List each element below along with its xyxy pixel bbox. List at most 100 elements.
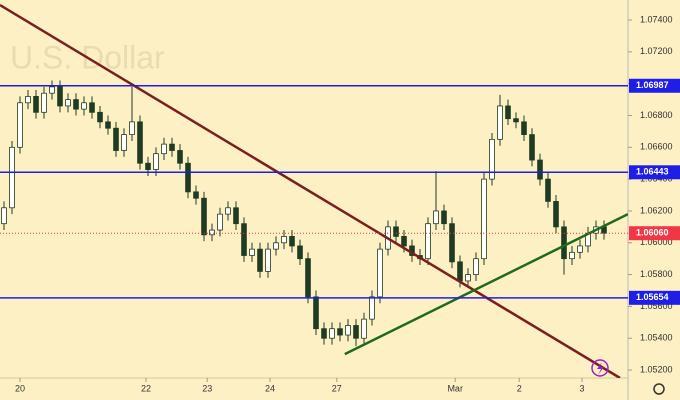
candle-body xyxy=(361,318,367,339)
candle-body xyxy=(337,328,343,336)
candle-body xyxy=(521,121,527,135)
y-tick-label: 1.05800 xyxy=(640,269,673,279)
x-tick-label: 24 xyxy=(265,383,275,393)
level-tag xyxy=(629,290,680,305)
y-tick-label: 1.05400 xyxy=(640,333,673,343)
candle-body xyxy=(529,134,535,161)
candle-body xyxy=(353,325,359,339)
y-tick-label: 1.06800 xyxy=(640,110,673,120)
candle-body xyxy=(313,296,319,330)
y-tick-label: 1.06600 xyxy=(640,142,673,152)
candle-body xyxy=(73,99,79,110)
candle-body xyxy=(9,146,15,209)
candle-body xyxy=(209,229,215,236)
candle-body xyxy=(185,162,191,193)
candle-body xyxy=(577,245,583,253)
x-tick-label: 23 xyxy=(202,383,212,393)
candle-body xyxy=(65,99,71,107)
candle-body xyxy=(545,178,551,202)
candle-body xyxy=(289,236,295,247)
candle-body xyxy=(297,245,303,260)
x-tick-label: Mar xyxy=(447,383,463,393)
x-tick-label: 20 xyxy=(15,383,25,393)
x-tick-label: 22 xyxy=(141,383,151,393)
last-price-tag xyxy=(629,226,680,241)
candle-body xyxy=(25,96,31,104)
y-tick-label: 1.07200 xyxy=(640,46,673,56)
settings-icon[interactable] xyxy=(653,383,665,395)
candle-body xyxy=(153,153,159,170)
candle-body xyxy=(225,207,231,215)
y-tick-label: 1.06000 xyxy=(640,237,673,247)
candle-body xyxy=(241,223,247,256)
candle-body xyxy=(377,248,383,298)
candle-body xyxy=(457,261,463,282)
candle-body xyxy=(17,102,23,148)
candle-body xyxy=(233,207,239,225)
candle-body xyxy=(49,86,55,94)
candle-body xyxy=(105,121,111,129)
candle-body xyxy=(121,134,127,151)
candle-body xyxy=(257,248,263,272)
level-label: 1.06987 xyxy=(636,80,669,90)
y-tick-label: 1.06200 xyxy=(640,205,673,215)
candle-body xyxy=(465,274,471,282)
alert-icon[interactable] xyxy=(591,359,609,377)
candle-body xyxy=(97,111,103,123)
alert-bolt xyxy=(597,362,604,375)
candle-body xyxy=(345,325,351,336)
x-tick-label: 27 xyxy=(332,383,342,393)
candle-body xyxy=(81,102,87,110)
candle-body xyxy=(569,251,575,260)
candle-body xyxy=(433,210,439,225)
candle-body xyxy=(425,223,431,260)
candle-body xyxy=(449,223,455,263)
candle-body xyxy=(33,96,39,113)
level-label: 1.06443 xyxy=(636,167,669,177)
candle-body xyxy=(561,226,567,260)
candle-body xyxy=(553,201,559,228)
candle-body xyxy=(201,197,207,236)
x-tick-label: 2 xyxy=(517,383,522,393)
candle-body xyxy=(217,213,223,231)
candle-body xyxy=(281,236,287,244)
candle-body xyxy=(393,226,399,237)
candle-body xyxy=(57,86,63,107)
candle-body xyxy=(329,328,335,339)
candle-body xyxy=(177,150,183,164)
candle-body xyxy=(481,178,487,260)
candle-body xyxy=(1,207,7,225)
y-tick-label: 1.05600 xyxy=(640,301,673,311)
candle-body xyxy=(169,143,175,151)
candle-body xyxy=(137,121,143,164)
candle-body xyxy=(161,143,167,155)
candle-body xyxy=(113,127,119,151)
candle-body xyxy=(145,162,151,170)
candle-body xyxy=(249,248,255,256)
candle-body xyxy=(273,242,279,250)
candle-body xyxy=(41,92,47,113)
y-tick-label: 1.07400 xyxy=(640,14,673,24)
x-tick-label: 3 xyxy=(579,383,584,393)
candle-body xyxy=(497,105,503,140)
candle-body xyxy=(265,248,271,272)
candle-body xyxy=(305,258,311,298)
candle-body xyxy=(321,328,327,339)
y-tick-label: 1.05200 xyxy=(640,364,673,374)
candle-body xyxy=(513,118,519,123)
last-price-label: 1.06060 xyxy=(636,228,669,238)
candle-body xyxy=(401,236,407,247)
trend-line xyxy=(0,4,621,378)
trend-line xyxy=(344,213,628,356)
level-tag xyxy=(629,78,680,93)
candle-body xyxy=(537,159,543,180)
candle-body xyxy=(129,121,135,135)
candle-body xyxy=(89,102,95,113)
plot-area xyxy=(0,4,628,378)
level-tag xyxy=(629,165,680,180)
candle-body xyxy=(505,105,511,120)
candle-body xyxy=(441,210,447,225)
candle-body xyxy=(489,138,495,180)
